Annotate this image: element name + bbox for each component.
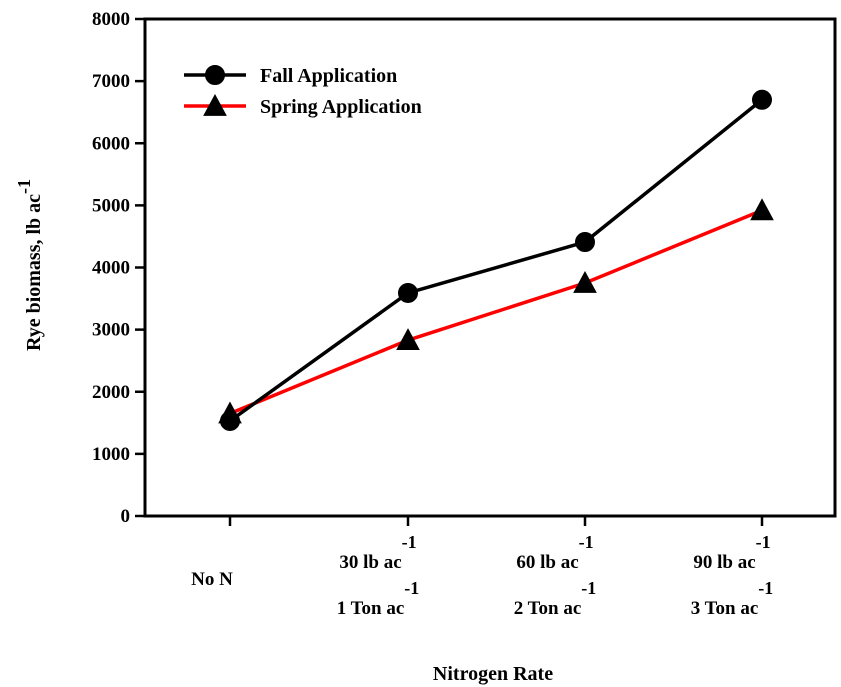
data-point — [752, 89, 772, 110]
data-point — [575, 232, 595, 253]
chart-series — [218, 89, 774, 431]
series-spring-application — [218, 198, 774, 424]
data-point — [220, 410, 240, 431]
series-fall-application — [220, 89, 772, 431]
x-tick-label: No N — [191, 569, 233, 590]
y-tick-label: 3000 — [92, 320, 130, 341]
series-line — [228, 98, 764, 423]
y-tick-label: 1000 — [92, 444, 130, 465]
legend-label: Fall Application — [260, 65, 397, 87]
x-tick-label: 2 Ton ac-1 — [514, 578, 597, 619]
plot-frame — [143, 17, 837, 518]
data-point — [573, 270, 597, 293]
x-tick-label: 30 lb ac-1 — [339, 532, 416, 573]
legend-marker — [203, 93, 227, 116]
x-axis-ticks: No N 30 lb ac-1 1 Ton ac-1 60 lb ac-1 2 Ton … — [191, 516, 773, 619]
y-tick-label: 7000 — [92, 71, 130, 92]
x-tick-label: 1 Ton ac-1 — [337, 578, 420, 619]
axis-titles: Nitrogen Rate Rye biomass, lb ac-1 — [14, 179, 553, 685]
series-line — [229, 208, 763, 416]
x-tick-label: 90 lb ac-1 — [693, 532, 770, 573]
y-axis-ticks: 0 1000 2000 3000 4000 5000 6000 7000 8000 — [92, 9, 145, 527]
y-tick-label: 8000 — [92, 9, 130, 30]
y-tick-label: 5000 — [92, 195, 130, 216]
y-tick-label: 0 — [121, 506, 131, 527]
y-tick-label: 4000 — [92, 258, 130, 279]
legend-label: Spring Application — [260, 96, 422, 118]
x-tick-label: 60 lb ac-1 — [516, 532, 593, 573]
data-point — [396, 328, 420, 351]
y-axis-title: Rye biomass, lb ac-1 — [14, 179, 45, 351]
data-point — [398, 282, 418, 303]
data-point — [750, 198, 774, 221]
chart-legend: Fall Application Spring Application — [184, 65, 422, 118]
x-tick-label: 3 Ton ac-1 — [691, 578, 774, 619]
chart-axes — [143, 17, 837, 518]
legend-marker — [205, 65, 225, 85]
y-tick-label: 2000 — [92, 382, 130, 403]
x-axis-title: Nitrogen Rate — [433, 663, 553, 685]
y-tick-label: 6000 — [92, 133, 130, 154]
